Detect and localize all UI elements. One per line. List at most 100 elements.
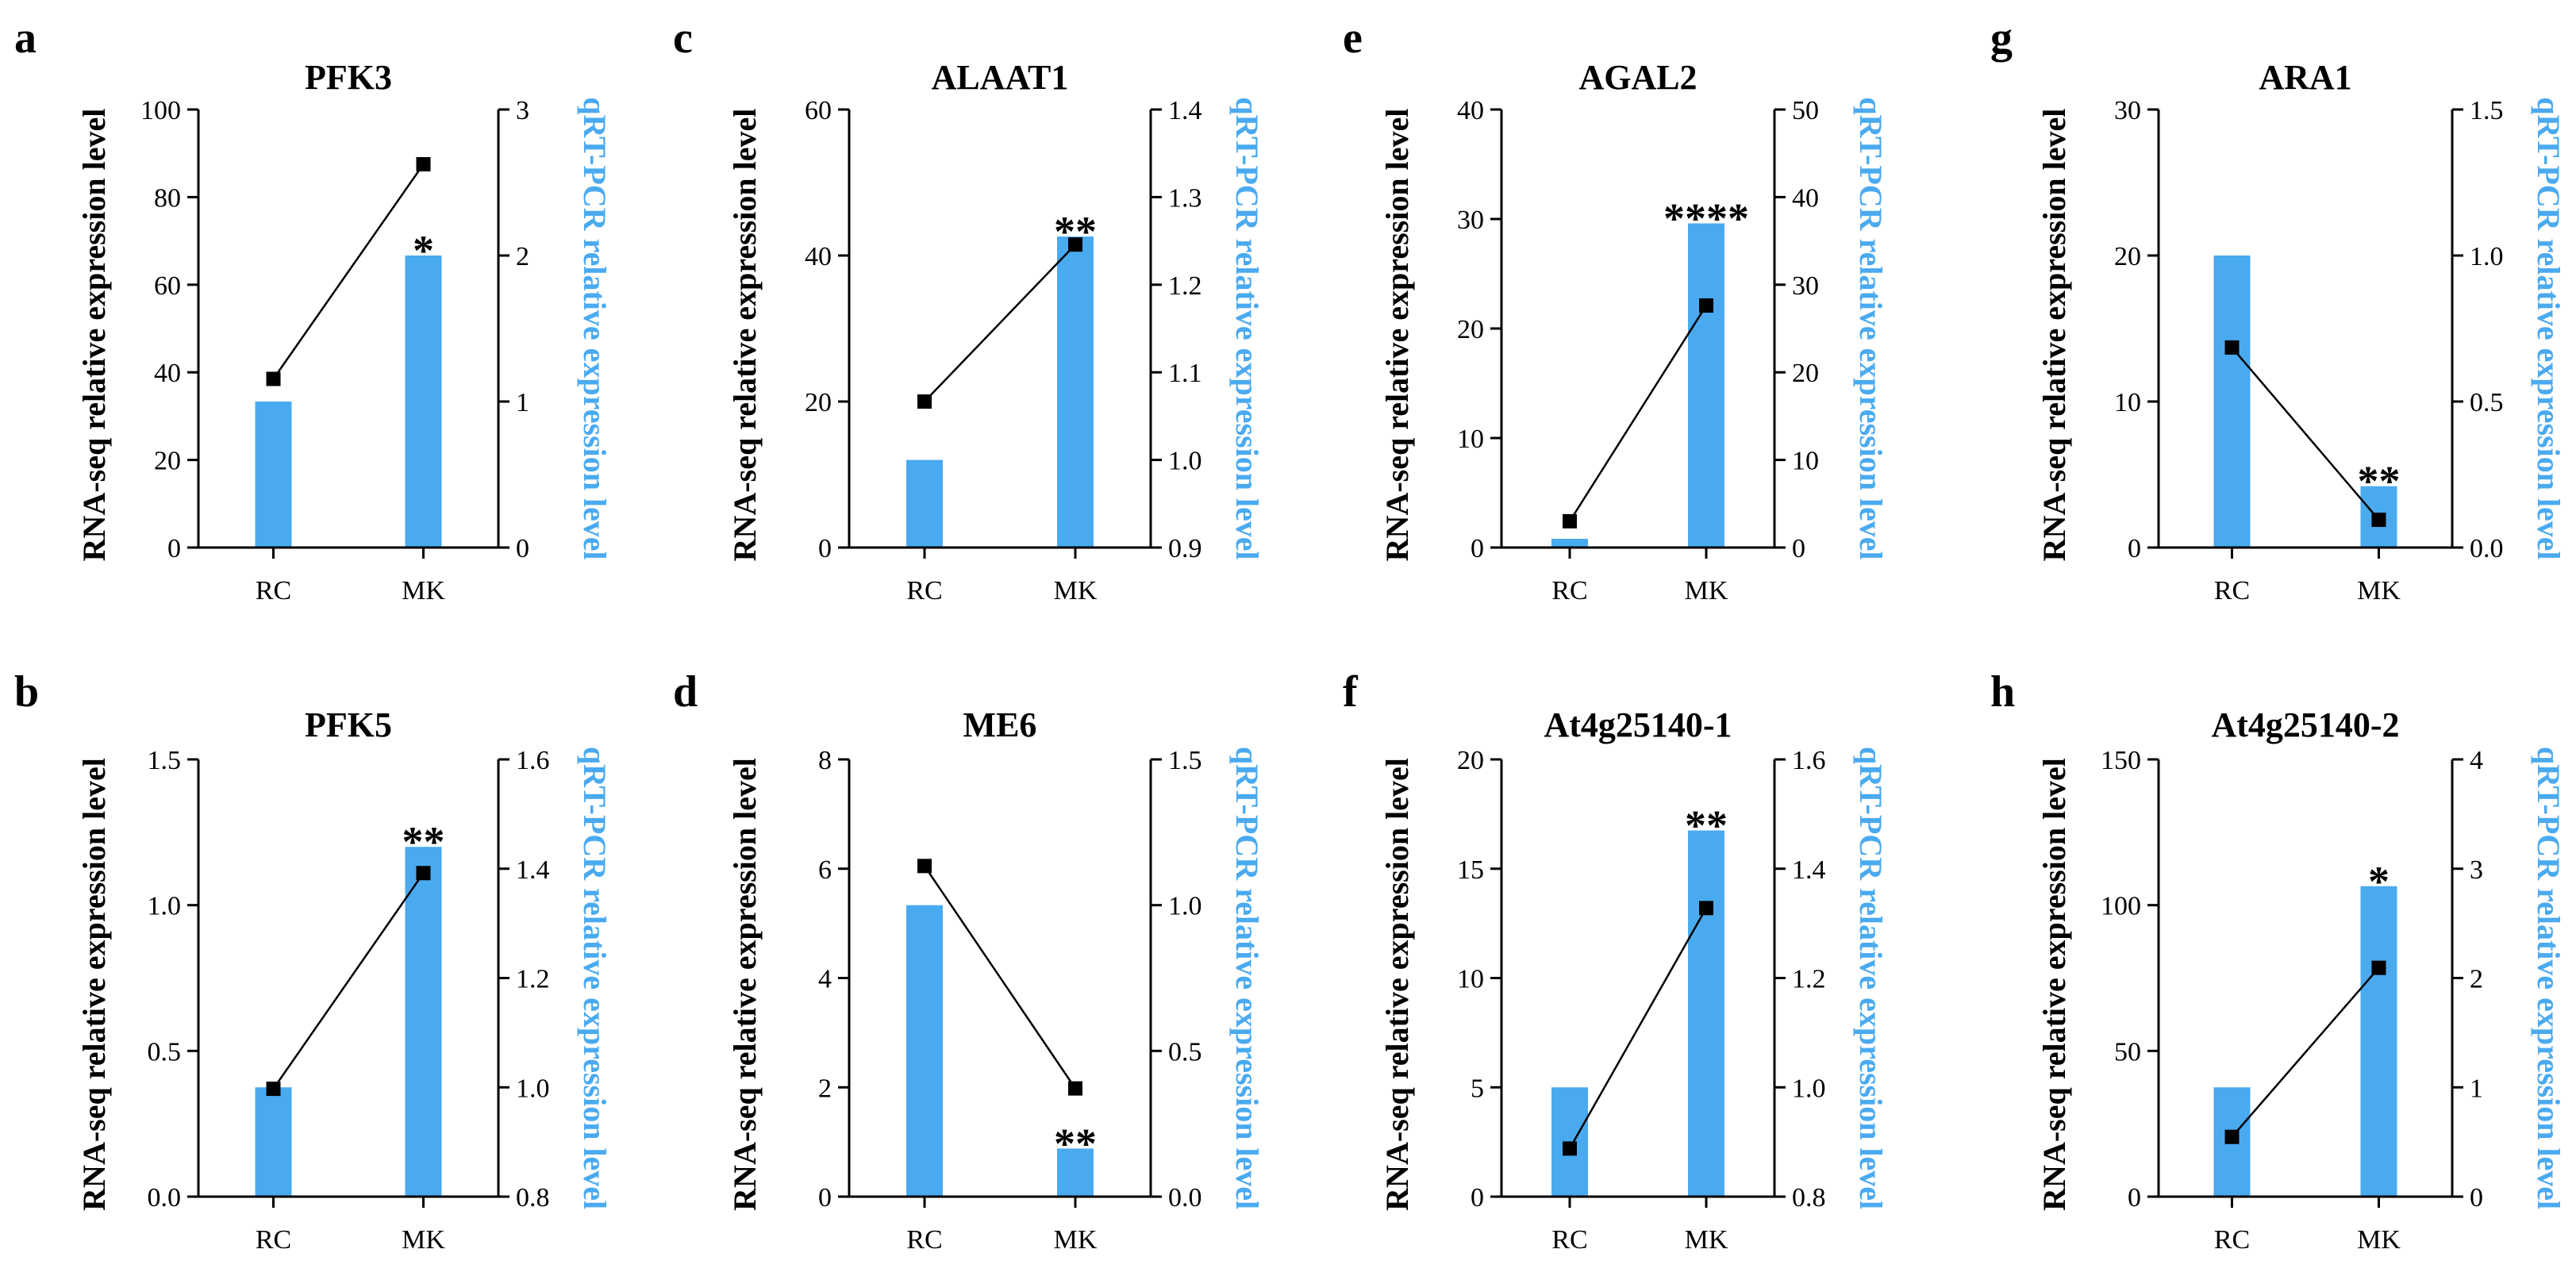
panel-c-letter: c bbox=[673, 13, 693, 63]
panel-e-x-tick-label-mk: MK bbox=[1685, 576, 1728, 605]
panel-c-bar-mk bbox=[1057, 236, 1094, 548]
panel-a-right-axis-label: qRT-PCR relative expression level bbox=[577, 97, 613, 559]
panel-c-right-tick-label: 0.9 bbox=[1168, 534, 1202, 563]
panel-f-bar-mk bbox=[1688, 830, 1724, 1197]
panel-d-x-tick-label-mk: MK bbox=[1054, 1225, 1098, 1255]
panel-h-letter: h bbox=[1990, 667, 2015, 717]
panel-d-x-tick-label-rc: RC bbox=[906, 1225, 942, 1255]
panel-e-significance-mk: **** bbox=[1663, 195, 1749, 243]
panel-c-right-tick-label: 1.2 bbox=[1168, 271, 1202, 301]
panel-h-title: At4g25140-2 bbox=[2211, 705, 2399, 744]
panel-c-right-tick-label: 1.1 bbox=[1168, 359, 1202, 388]
panel-e-left-tick-label: 30 bbox=[1457, 206, 1484, 235]
panel-f-left-tick-label: 15 bbox=[1457, 855, 1484, 885]
panel-f-rnaseq-point-mk bbox=[1699, 901, 1713, 916]
panel-h-left-tick-label: 100 bbox=[2101, 892, 2141, 921]
panel-h-right-tick-label: 3 bbox=[2470, 855, 2483, 885]
panel-b-significance-mk: ** bbox=[402, 818, 445, 866]
panel-f-left-tick-label: 0 bbox=[1471, 1183, 1484, 1213]
panel-h-x-tick-label-mk: MK bbox=[2357, 1225, 2401, 1255]
panel-d-right-tick-label: 1.0 bbox=[1168, 892, 1202, 921]
panel-b-rnaseq-point-rc bbox=[266, 1082, 281, 1097]
panel-b-right-tick-label: 0.8 bbox=[516, 1183, 550, 1213]
panel-c-rnaseq-point-rc bbox=[917, 394, 932, 409]
panel-g-title: ARA1 bbox=[2259, 58, 2351, 97]
panel-d-bar-mk bbox=[1057, 1148, 1094, 1197]
panel-a-rnaseq-point-mk bbox=[416, 157, 431, 171]
panel-f-significance-mk: ** bbox=[1685, 802, 1728, 850]
panel-g-significance-mk: ** bbox=[2358, 458, 2401, 505]
panel-a-right-tick-label: 0 bbox=[516, 534, 529, 563]
panel-f-right-tick-label: 1.6 bbox=[1792, 746, 1826, 775]
panel-a-right-tick-label: 3 bbox=[516, 96, 529, 125]
panel-e-right-tick-label: 20 bbox=[1792, 359, 1819, 388]
panel-a-left-tick-label: 100 bbox=[140, 96, 181, 125]
panel-b-left-tick-label: 0.5 bbox=[148, 1037, 182, 1067]
panel-d-letter: d bbox=[673, 667, 698, 717]
panel-g-rnaseq-line bbox=[2231, 347, 2380, 521]
panel-d-bar-rc bbox=[906, 905, 943, 1197]
panel-a-x-tick-label-mk: MK bbox=[402, 576, 445, 605]
panel-c-bar-rc bbox=[906, 459, 943, 548]
panel-e-right-tick-label: 10 bbox=[1792, 447, 1819, 476]
panel-b-left-tick-label: 1.0 bbox=[148, 892, 182, 921]
panel-g-bar-rc bbox=[2213, 256, 2251, 548]
panel-a-title: PFK3 bbox=[305, 58, 392, 97]
panel-e-right-tick-label: 0 bbox=[1792, 534, 1805, 563]
panel-h-significance-mk: * bbox=[2368, 858, 2390, 905]
panel-c-title: ALAAT1 bbox=[932, 58, 1069, 97]
panel-f-left-tick-label: 10 bbox=[1457, 965, 1484, 994]
panel-h-right-tick-label: 4 bbox=[2470, 746, 2483, 775]
panel-f-right-tick-label: 1.4 bbox=[1792, 855, 1826, 885]
panel-b-right-axis-label: qRT-PCR relative expression level bbox=[577, 747, 613, 1209]
panel-b-right-tick-label: 1.4 bbox=[516, 855, 550, 885]
panel-h-right-axis-label: qRT-PCR relative expression level bbox=[2531, 747, 2566, 1209]
panel-g-right-axis-label: qRT-PCR relative expression level bbox=[2531, 97, 2566, 559]
panel-a-left-axis-label: RNA-seq relative expression level bbox=[76, 109, 112, 562]
panel-e-left-tick-label: 20 bbox=[1457, 315, 1484, 344]
panel-d-rnaseq-point-rc bbox=[917, 859, 932, 874]
panel-g-right-tick-label: 1.5 bbox=[2470, 96, 2504, 125]
panel-e-rnaseq-point-rc bbox=[1563, 513, 1577, 528]
panel-b-left-tick-label: 1.5 bbox=[148, 746, 182, 775]
panel-h-rnaseq-point-rc bbox=[2224, 1129, 2240, 1144]
panel-g-right-tick-label: 0.5 bbox=[2470, 388, 2504, 417]
panel-c-rnaseq-point-mk bbox=[1068, 237, 1082, 252]
panel-d-left-tick-label: 2 bbox=[818, 1074, 832, 1103]
panel-a-left-tick-label: 40 bbox=[154, 359, 181, 388]
panel-c-significance-mk: ** bbox=[1054, 208, 1097, 256]
panel-d-left-tick-label: 8 bbox=[818, 746, 832, 775]
panel-f-right-tick-label: 1.0 bbox=[1792, 1074, 1826, 1103]
panel-b-title: PFK5 bbox=[305, 705, 392, 744]
panel-f-rnaseq-line bbox=[1568, 907, 1708, 1150]
panel-b-bar-mk bbox=[405, 847, 442, 1197]
panel-a-left-tick-label: 80 bbox=[154, 183, 181, 213]
panel-c-right-axis-label: qRT-PCR relative expression level bbox=[1229, 97, 1265, 559]
panel-g-rnaseq-point-mk bbox=[2371, 513, 2386, 528]
panel-e-right-tick-label: 30 bbox=[1792, 271, 1819, 301]
panel-b-bar-rc bbox=[255, 1087, 292, 1197]
panel-b-rnaseq-line bbox=[272, 872, 425, 1090]
panel-h-left-tick-label: 0 bbox=[2128, 1183, 2141, 1213]
panel-e-right-tick-label: 50 bbox=[1792, 96, 1819, 125]
panel-c-x-tick-label-mk: MK bbox=[1054, 576, 1098, 605]
panel-h-left-tick-label: 50 bbox=[2114, 1037, 2141, 1067]
panel-e-bar-mk bbox=[1688, 223, 1724, 548]
panel-g-left-tick-label: 10 bbox=[2114, 388, 2141, 417]
panel-e-rnaseq-point-mk bbox=[1699, 298, 1713, 313]
panel-a-rnaseq-point-rc bbox=[266, 371, 281, 386]
panel-d-left-axis-label: RNA-seq relative expression level bbox=[727, 758, 763, 1211]
panel-a-bar-rc bbox=[255, 402, 292, 548]
panel-h-rnaseq-point-mk bbox=[2371, 960, 2386, 975]
panel-a-letter: a bbox=[14, 13, 37, 63]
panel-e-right-tick-label: 40 bbox=[1792, 183, 1819, 213]
panel-e-letter: e bbox=[1343, 13, 1363, 63]
panel-e-left-tick-label: 10 bbox=[1457, 425, 1484, 454]
panel-e-title: AGAL2 bbox=[1578, 58, 1697, 97]
panel-c-right-tick-label: 1.0 bbox=[1168, 447, 1202, 476]
panel-a-right-tick-label: 2 bbox=[516, 242, 529, 271]
panel-d-title: ME6 bbox=[963, 705, 1037, 744]
panel-h-right-tick-label: 1 bbox=[2470, 1074, 2483, 1103]
panel-e-left-tick-label: 0 bbox=[1471, 534, 1484, 563]
